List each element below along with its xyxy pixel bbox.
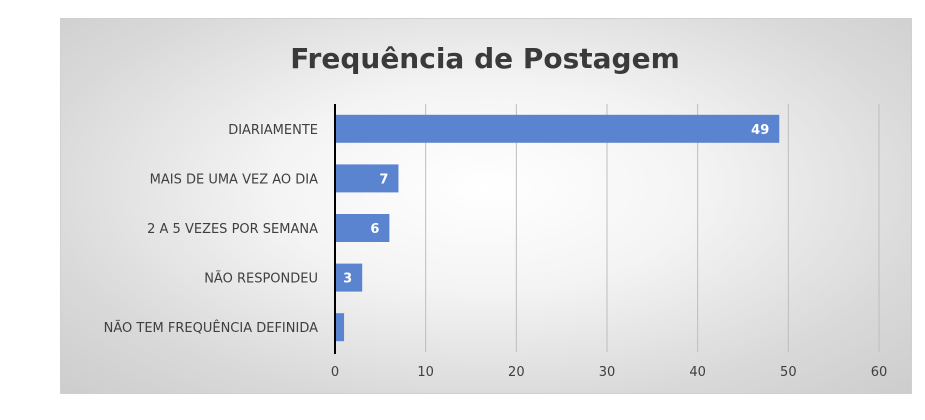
bar [335, 313, 345, 342]
bar [335, 114, 780, 143]
x-tick-label: 30 [599, 365, 616, 380]
category-label: NÃO RESPONDEU [204, 271, 318, 287]
x-tick-label: 60 [871, 365, 888, 380]
chart-frame [60, 18, 912, 394]
bar [335, 214, 390, 242]
grid-lines [425, 104, 880, 352]
x-tick-label: 50 [780, 365, 797, 380]
x-tick-label: 10 [417, 365, 434, 380]
data-label: 3 [343, 272, 352, 287]
x-tick-label: 20 [508, 365, 525, 380]
category-label: MAIS DE UMA VEZ AO DIA [150, 172, 318, 187]
chart-title: Frequência de Postagem [290, 42, 680, 75]
x-tick-label: 40 [689, 365, 706, 380]
category-label: DIARIAMENTE [228, 123, 318, 138]
data-label: 6 [370, 222, 379, 237]
category-label: 2 A 5 VEZES POR SEMANA [147, 222, 318, 237]
labels: 0 10 20 30 40 50 60 DIARIAMENTE 49 MAIS DE UMA VE… [104, 123, 888, 380]
data-label: 7 [379, 172, 388, 187]
category-label: NÃO TEM FREQUÊNCIA DEFINIDA [104, 320, 318, 336]
data-label: 49 [751, 123, 769, 138]
bar [335, 164, 399, 193]
bar [335, 263, 363, 292]
bars [334, 104, 780, 354]
x-tick-label: 0 [331, 365, 339, 380]
